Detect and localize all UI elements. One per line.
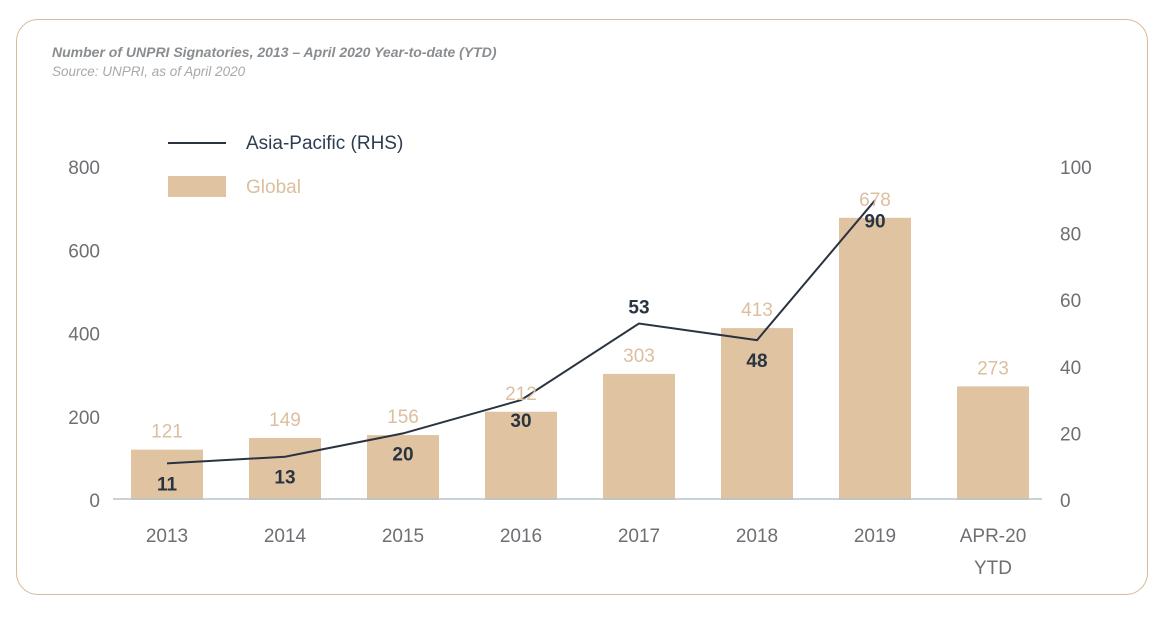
bar-data-label: 273 (977, 358, 1009, 379)
legend-label-asia-pacific: Asia-Pacific (RHS) (246, 133, 403, 154)
line-series-asia-pacific (166, 199, 876, 465)
bar-series-global (131, 217, 1029, 500)
y-left-tick-label: 400 (68, 325, 100, 346)
y-left-tick-label: 800 (68, 158, 100, 179)
bar-global (839, 217, 911, 500)
x-tick-label: 2013 (146, 526, 188, 547)
y-right-tick-label: 40 (1060, 358, 1081, 379)
x-tick-label: APR-20 (960, 526, 1027, 547)
bar-global (131, 449, 203, 500)
x-tick-label: 2016 (500, 526, 542, 547)
legend-label-global: Global (246, 177, 301, 198)
bar-global (485, 411, 557, 500)
chart-subtitle: Source: UNPRI, as of April 2020 (52, 64, 246, 79)
y-right-tick-label: 80 (1060, 225, 1081, 246)
y-left-tick-label: 600 (68, 241, 100, 262)
bar-data-label: 156 (387, 407, 419, 428)
y-right-tick-label: 0 (1060, 491, 1071, 512)
bar-data-label: 413 (741, 300, 773, 321)
legend: Asia-Pacific (RHS) Global (168, 133, 403, 198)
chart-title: Number of UNPRI Signatories, 2013 – Apri… (52, 44, 497, 60)
bar-global (249, 437, 321, 500)
x-tick-label: 2018 (736, 526, 778, 547)
line-data-label: 11 (157, 474, 178, 495)
y-right-tick-label: 100 (1060, 158, 1092, 179)
line-data-label: 90 (864, 211, 885, 232)
bar-data-label: 303 (623, 346, 655, 367)
bar-global (367, 435, 439, 500)
y-axis-right: 0 20 40 60 80 100 (1060, 158, 1092, 512)
y-left-tick-label: 0 (89, 491, 100, 512)
line-data-label: 30 (510, 411, 531, 432)
bar-data-label: 149 (269, 410, 301, 431)
x-tick-label: 2015 (382, 526, 424, 547)
line-data-labels: 11 13 20 30 53 48 90 (157, 211, 886, 495)
bar-global (721, 328, 793, 500)
bar-data-label: 121 (151, 422, 183, 443)
bar-data-label: 678 (859, 190, 891, 211)
bar-global (603, 373, 675, 500)
bar-data-label: 212 (505, 384, 537, 405)
x-tick-label: 2017 (618, 526, 660, 547)
y-right-tick-label: 60 (1060, 291, 1081, 312)
line-asia-pacific (166, 199, 876, 465)
line-data-label: 48 (746, 351, 767, 372)
x-tick-label: 2014 (264, 526, 307, 547)
y-axis-left: 0 200 400 600 800 (68, 158, 100, 512)
x-axis: 2013 2014 2015 2016 2017 2018 2019 APR-20 YTD (146, 526, 1026, 579)
y-right-tick-label: 20 (1060, 424, 1081, 445)
y-left-tick-label: 200 (68, 408, 100, 429)
legend-swatch-bar (168, 176, 226, 197)
bar-global (957, 386, 1029, 500)
chart-frame (16, 19, 1148, 595)
line-data-label: 13 (274, 468, 295, 489)
line-data-label: 53 (628, 298, 649, 319)
line-data-label: 20 (392, 444, 413, 465)
x-tick-label: 2019 (854, 526, 896, 547)
bar-data-labels: 121 149 156 212 303 413 678 273 (151, 190, 1009, 443)
x-tick-label: YTD (974, 558, 1012, 579)
